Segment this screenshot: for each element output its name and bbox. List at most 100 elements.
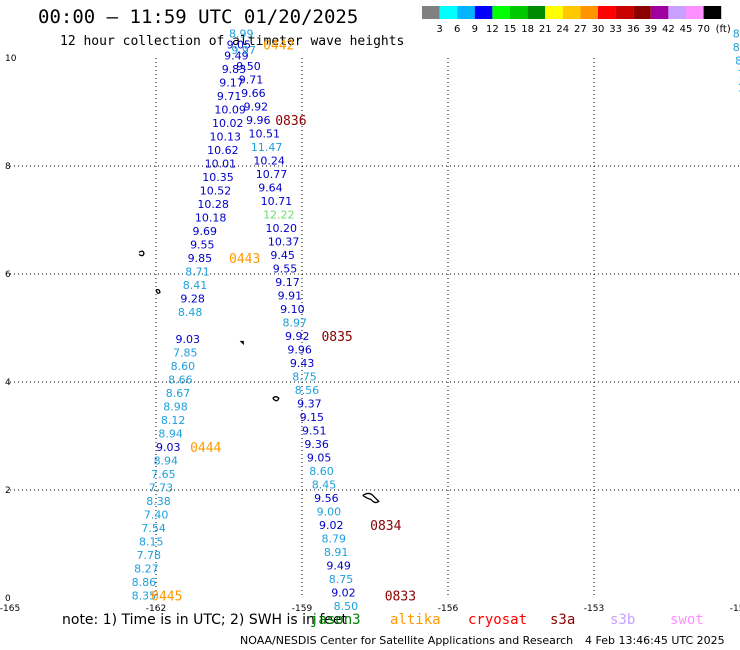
map-subtitle: 12 hour collection of altimeter wave hei…: [60, 34, 405, 49]
pass-time-label: 0834: [370, 519, 401, 534]
legend-swatch: [439, 6, 458, 19]
y-tick-label: 2: [5, 486, 11, 496]
y-tick-label: 4: [5, 378, 11, 388]
wave-height-value: 8.38: [146, 495, 171, 508]
wave-height-value: 9.55: [273, 263, 298, 276]
generation-timestamp: 4 Feb 13:46:45 UTC 2025: [585, 634, 725, 647]
wave-height-value: 8.60: [309, 465, 334, 478]
wave-height-value: 10.01: [205, 157, 237, 170]
legend-swatch: [510, 6, 528, 19]
wave-height-value: 8.97: [283, 317, 308, 330]
x-tick-label: -150: [730, 604, 740, 614]
wave-height-value: 10.37: [268, 236, 300, 249]
pass-time-label: 0835: [321, 330, 352, 345]
wave-height-value: 9.45: [270, 249, 295, 262]
legend-swatch: [615, 6, 634, 19]
wave-height-value: 8.12: [161, 414, 186, 427]
wave-height-value: 7.65: [151, 468, 176, 481]
y-tick-label: 10: [5, 54, 17, 64]
wave-height-value: 9.05: [227, 39, 252, 52]
legend-swatch: [492, 6, 510, 19]
wave-height-value: 9.05: [307, 452, 332, 465]
y-tick-label: 6: [5, 270, 11, 280]
legend-label: 9: [472, 24, 478, 35]
sat-s3b: s3b: [610, 612, 636, 628]
legend-swatch: [474, 6, 493, 19]
footer-note: note: 1) Time is in UTC; 2) SWH is in fe…: [62, 612, 348, 628]
legend-swatch: [598, 6, 616, 19]
wave-height-value: 8.94: [158, 427, 183, 440]
wave-height-value: 8.75: [292, 371, 317, 384]
legend-label: (ft): [716, 24, 731, 35]
wave-height-value: 8.98: [163, 400, 188, 413]
y-tick-label: 8: [5, 162, 11, 172]
wave-height-value: 9.71: [239, 74, 264, 87]
sat-altika: altika: [390, 612, 441, 628]
legend-label: 70: [697, 24, 710, 35]
island-outline: [362, 492, 380, 504]
wave-height-value: 8.27: [134, 562, 159, 575]
wave-height-value: 9.49: [224, 49, 249, 62]
legend-label: 21: [539, 24, 552, 35]
x-tick-label: -162: [146, 604, 166, 614]
pass-time-label: 0445: [151, 589, 182, 604]
wave-height-value: 9.64: [258, 182, 283, 195]
credit-line: NOAA/NESDIS Center for Satellite Applica…: [240, 634, 574, 647]
wave-height-value: 8.71: [185, 265, 210, 278]
island-outline: [272, 396, 280, 402]
sat-swot: swot: [670, 612, 704, 628]
legend-swatch: [650, 6, 669, 19]
wave-height-value: 9.28: [180, 292, 205, 305]
wave-height-value: 10.20: [266, 222, 298, 235]
wave-height-value: 7.54: [141, 522, 166, 535]
x-tick-label: -159: [292, 604, 313, 614]
wave-height-value: 9.66: [241, 87, 266, 100]
wave-height-value: 9.36: [304, 438, 329, 451]
legend-label: 30: [592, 24, 605, 35]
wave-height-value: 9.97: [231, 44, 256, 57]
legend-label: 18: [521, 24, 534, 35]
wave-height-value: 9.03: [156, 441, 181, 454]
pass-time-label: 0442: [263, 39, 294, 54]
wave-height-value: 8.35: [132, 589, 157, 602]
wave-height-value: 9.37: [297, 398, 322, 411]
legend-label: 6: [454, 24, 460, 35]
wave-height-value: 8.30: [733, 28, 740, 41]
wave-height-value: 8.66: [168, 373, 193, 386]
wave-height-value: 8.41: [183, 279, 208, 292]
wave-height-value: 9.96: [246, 114, 270, 127]
wave-height-value: 9.10: [280, 303, 305, 316]
wave-height-value: 8.75: [329, 573, 354, 586]
legend-label: 42: [662, 24, 675, 35]
wave-height-value: 8.91: [324, 546, 349, 559]
wave-height-value: 9.92: [285, 330, 310, 343]
wave-height-value: 9.69: [193, 225, 218, 238]
wave-height-value: 12.22: [263, 209, 295, 222]
wave-height-value: 9.55: [190, 238, 215, 251]
wave-height-value: 8.60: [171, 360, 196, 373]
legend-label: 39: [644, 24, 657, 35]
pass-time-label: 0444: [190, 441, 221, 456]
wave-height-value: 9.15: [300, 411, 325, 424]
wave-height-value: 10.02: [212, 117, 244, 130]
island-outline: [239, 340, 244, 346]
wave-height-value: 10.62: [207, 144, 239, 157]
wave-height-value: 8.15: [139, 535, 164, 548]
legend-swatch: [545, 6, 563, 19]
legend-label: 24: [556, 24, 569, 35]
legend-swatch: [703, 6, 722, 19]
wave-height-value: 8.56: [295, 384, 320, 397]
legend-swatch: [633, 6, 651, 19]
x-tick-label: -156: [438, 604, 459, 614]
wave-height-value: 8.50: [334, 600, 359, 613]
color-legend: 3 6 9 12 15 18 21 24 27 30 33 36 39 42 45 70 (ft): [422, 6, 731, 35]
wave-height-value: 10.06: [738, 82, 740, 95]
legend-swatch: [457, 6, 475, 19]
legend-label: 27: [574, 24, 587, 35]
legend-label: 15: [504, 24, 517, 35]
sat-jason3: jason3: [310, 612, 361, 628]
wave-height-value: 9.02: [331, 587, 356, 600]
wave-height-value: 8.86: [132, 576, 157, 589]
map-title: 00:00 – 11:59 UTC 01/20/2025: [38, 6, 359, 28]
wave-height-value: 9.02: [319, 519, 344, 532]
